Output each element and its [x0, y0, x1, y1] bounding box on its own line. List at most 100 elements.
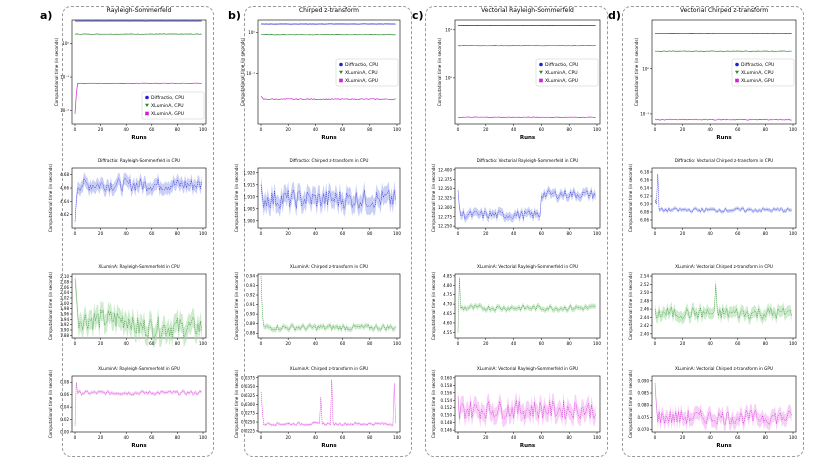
plot-area-frame	[651, 19, 797, 125]
y-tick-label: 12.300	[438, 205, 452, 210]
y-tick-label: 4.68	[60, 172, 69, 177]
y-tick-label: 4.66	[60, 186, 69, 191]
y-axis-label: Computational time (in seconds)	[54, 37, 59, 106]
x-tick-label: 0	[74, 435, 77, 440]
y-axis-label: Computational time (in seconds)	[234, 369, 239, 438]
confidence-band	[458, 275, 596, 335]
chart-d2	[650, 273, 797, 340]
y-tick-label: 0.148	[441, 420, 453, 425]
x-tick-label: 20	[680, 435, 686, 440]
y-tick-label: 10⁰	[62, 41, 69, 46]
x-tick-label: 0	[260, 231, 263, 236]
plot-area-frame	[71, 375, 207, 433]
x-tick-label: 0	[260, 127, 263, 132]
y-tick-label: 1.905	[244, 206, 256, 211]
y-tick-label: 6.12	[640, 194, 649, 199]
legend-marker-triangle	[539, 70, 543, 74]
y-tick-label: 6.14	[640, 186, 649, 191]
y-tick-label: 0.0250	[241, 420, 255, 425]
y-tick-label: 0.158	[441, 383, 453, 388]
x-axis-label: Runs	[520, 135, 536, 141]
y-tick-label: 6.06	[640, 218, 649, 223]
confidence-band	[655, 278, 792, 325]
x-tick-label: 20	[483, 127, 489, 132]
y-axis-label: Computational time (in seconds)	[234, 163, 239, 232]
x-axis-label: Runs	[321, 443, 337, 449]
x-tick-label: 60	[735, 341, 741, 346]
y-tick-label: 2.54	[640, 274, 649, 279]
legend-marker-triangle	[145, 103, 149, 107]
y-tick-label: 1.96	[60, 312, 69, 317]
subplot-title: Diffractio: Rayleigh-Sommerfeld in CPU	[98, 158, 180, 163]
legend-marker-square	[339, 78, 343, 83]
x-tick-label: 60	[149, 231, 155, 236]
x-tick-label: 80	[367, 231, 373, 236]
x-tick-label: 60	[149, 127, 155, 132]
x-tick-label: 20	[98, 435, 104, 440]
y-tick-label: 0.080	[638, 403, 650, 408]
chart-b0	[256, 19, 401, 126]
y-tick-label: 0.0325	[241, 393, 255, 398]
x-tick-label: 80	[367, 341, 373, 346]
x-tick-label: 40	[511, 127, 517, 132]
confidence-band	[261, 378, 396, 427]
x-tick-label: 60	[735, 231, 741, 236]
y-tick-label: 1.98	[60, 306, 69, 311]
y-tick-label: 0.146	[441, 428, 453, 433]
x-tick-label: 20	[286, 231, 292, 236]
panel-label-a: a)	[40, 9, 53, 22]
y-tick-label: 10⁰	[248, 30, 255, 35]
y-tick-label: 0.0225	[241, 428, 255, 433]
series-line-xlumina--gpu	[457, 116, 596, 118]
y-tick-label: 0.00	[60, 430, 69, 435]
x-tick-label: 80	[567, 435, 573, 440]
x-tick-label: 60	[539, 127, 545, 132]
x-tick-label: 100	[789, 435, 797, 440]
y-tick-label: 12.275	[438, 214, 452, 219]
subplot-title: Diffractio: Vectorial Chirped z-transfor…	[675, 158, 773, 163]
series-line-xlumina--gpu	[260, 96, 396, 101]
y-tick-label: 12.400	[438, 167, 452, 172]
legend-marker-square	[145, 111, 149, 116]
x-tick-label: 100	[593, 341, 601, 346]
y-tick-label: 2.48	[640, 298, 649, 303]
panel-label-c: c)	[412, 9, 424, 22]
subplot-title: XLuminA: Vectorial Chirped z-transform i…	[675, 264, 773, 269]
x-tick-label: 100	[593, 435, 601, 440]
y-tick-label: 10⁰	[445, 75, 452, 80]
subplot-title: Diffractio: Vectorial Rayleigh-Sommerfel…	[477, 158, 579, 163]
x-tick-label: 80	[567, 127, 573, 132]
x-tick-label: 60	[340, 435, 346, 440]
y-tick-label: 0.085	[638, 391, 650, 396]
x-tick-label: 20	[286, 341, 292, 346]
x-tick-label: 40	[124, 127, 130, 132]
y-tick-label: 2.50	[640, 290, 649, 295]
y-axis-label: Computational time (in seconds)	[431, 271, 436, 340]
x-tick-label: 60	[340, 127, 346, 132]
x-tick-label: 40	[511, 231, 517, 236]
x-tick-label: 20	[680, 231, 686, 236]
y-axis-label: Computational time (in seconds)	[48, 369, 53, 438]
x-tick-label: 80	[367, 127, 373, 132]
chart-c2	[453, 273, 601, 340]
panel-b-frame	[244, 6, 412, 457]
y-tick-label: 2.02	[60, 296, 69, 301]
x-tick-label: 100	[199, 435, 207, 440]
plot-area-frame	[71, 19, 207, 125]
subplot-title: Diffractio: Chirped z-transform in CPU	[290, 158, 369, 163]
x-tick-label: 100	[789, 341, 797, 346]
x-tick-label: 60	[735, 127, 741, 132]
x-tick-label: 100	[199, 231, 207, 236]
x-tick-label: 0	[260, 341, 263, 346]
plot-area-frame	[651, 273, 797, 339]
x-tick-label: 80	[175, 341, 181, 346]
plot-area-frame	[257, 19, 401, 125]
chart-d3	[650, 375, 797, 434]
x-tick-label: 60	[539, 435, 545, 440]
confidence-band	[655, 172, 792, 214]
y-axis-label: Computational time (in seconds)	[628, 163, 633, 232]
mean-line	[654, 383, 792, 426]
y-tick-label: 0.08	[60, 380, 69, 385]
y-tick-label: 1.88	[60, 333, 69, 338]
